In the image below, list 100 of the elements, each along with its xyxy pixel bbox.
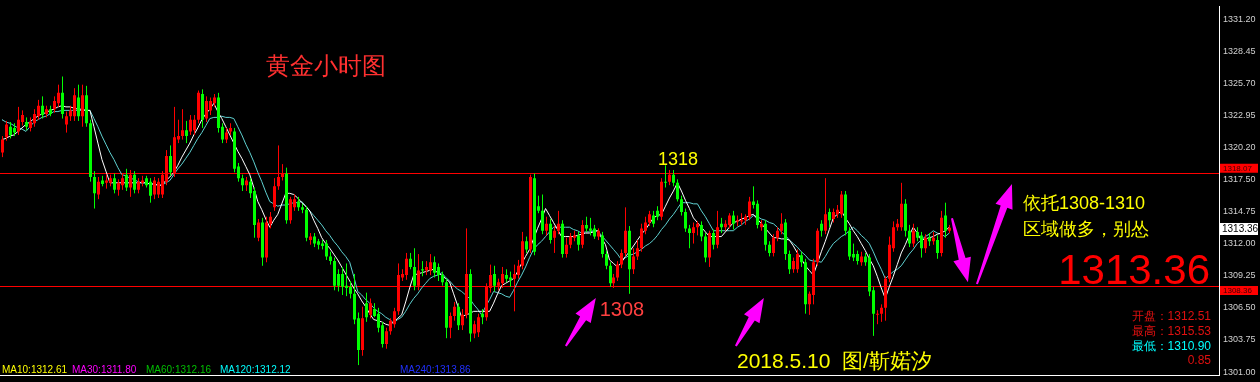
candlestick <box>772 233 775 257</box>
y-tick-label: 1301.00 <box>1223 366 1256 377</box>
annotation: MA10:1312.61 <box>2 364 68 375</box>
candlestick <box>181 108 184 141</box>
candlestick <box>369 297 372 319</box>
candlestick <box>517 259 520 280</box>
candlestick <box>205 95 208 123</box>
candlestick <box>748 196 751 221</box>
y-tick-label: 1328.45 <box>1223 45 1256 56</box>
candlestick <box>57 84 60 108</box>
candlestick <box>716 210 719 249</box>
candlestick <box>405 252 408 281</box>
candlestick <box>712 229 715 250</box>
text: 1313.36 <box>1058 246 1210 293</box>
candlestick <box>189 114 192 136</box>
candlestick <box>601 231 604 259</box>
text: 区域做多，别怂 <box>1023 219 1149 239</box>
candlestick <box>81 84 84 128</box>
y-tick-label: 1303.75 <box>1223 334 1256 345</box>
candlestick <box>756 199 759 229</box>
annotation: 2018.5.10 图/靳婼汐 <box>737 349 932 372</box>
candlestick <box>457 302 460 331</box>
candlestick <box>17 106 20 136</box>
candlestick <box>616 260 619 282</box>
y-tick-label: 1325.70 <box>1223 78 1256 88</box>
candlestick <box>257 218 260 242</box>
candlestick <box>325 239 328 261</box>
candlestick <box>365 292 368 323</box>
candlestick <box>73 87 76 122</box>
candlestick <box>577 231 580 252</box>
candlestick <box>153 176 156 200</box>
annotation: MA120:1312.12 <box>220 364 292 375</box>
candlestick <box>185 120 188 144</box>
candlestick <box>924 233 927 254</box>
text: 最低：1310.90 <box>1131 339 1212 353</box>
ref-line-label: 1318.07 <box>1223 163 1253 173</box>
text: 0.85 <box>1187 353 1212 367</box>
candlestick <box>944 202 947 239</box>
candlestick <box>413 247 416 291</box>
y-tick-label: 1309.25 <box>1223 270 1256 281</box>
candlestick <box>828 208 831 228</box>
candlestick <box>788 250 791 275</box>
candlestick <box>912 223 915 248</box>
candlestick <box>453 301 456 322</box>
candlestick <box>385 327 388 350</box>
candlestick <box>393 307 396 329</box>
candlestick <box>193 114 196 136</box>
text: 最高：1315.53 <box>1131 324 1212 338</box>
candlestick <box>133 170 136 194</box>
candlestick <box>433 255 436 278</box>
candlestick <box>541 194 544 235</box>
y-tick-label: 1320.20 <box>1223 142 1256 153</box>
candlestick <box>461 308 464 331</box>
candlestick <box>273 177 276 212</box>
candlestick <box>605 250 608 270</box>
ref-line-label: 1308.36 <box>1223 286 1253 296</box>
candlestick <box>125 168 128 192</box>
y-tick-label: 1312.00 <box>1223 238 1256 249</box>
candlestick <box>900 182 903 232</box>
candlestick <box>920 231 923 259</box>
candlestick <box>545 216 548 236</box>
candlestick <box>93 170 96 210</box>
annotation: 1308 <box>599 297 645 320</box>
candlestick <box>620 248 623 269</box>
candlestick <box>796 248 799 274</box>
candlestick <box>5 120 8 142</box>
text: 1313.36 <box>1222 223 1259 235</box>
candlestick <box>824 177 827 235</box>
y-tick-label: 1306.50 <box>1223 302 1256 313</box>
candlestick <box>477 313 480 338</box>
candlestick <box>65 111 68 134</box>
candlestick <box>688 224 691 249</box>
candlestick <box>704 232 707 263</box>
candlestick <box>341 266 344 296</box>
y-tick-label: 1331.20 <box>1223 13 1256 24</box>
candlestick <box>565 237 568 259</box>
candlestick <box>41 95 44 120</box>
candlestick <box>700 220 703 242</box>
y-tick-label: 1322.95 <box>1223 110 1256 121</box>
annotation: 1318 <box>657 149 699 170</box>
annotation: MA60:1312.16 <box>146 364 212 375</box>
candlestick <box>1 135 4 158</box>
candlestick <box>732 210 735 231</box>
annotation: MA240:1313.86 <box>400 364 472 375</box>
candlestick <box>936 234 939 260</box>
candlestick <box>692 222 695 245</box>
text: 依托1308-1310 <box>1023 193 1146 213</box>
candlestick <box>149 177 152 204</box>
candlestick <box>676 178 679 203</box>
candlestick <box>553 225 556 254</box>
candlestick <box>624 206 627 257</box>
candlestick <box>640 223 643 253</box>
candlestick <box>289 196 292 225</box>
candlestick <box>581 219 584 249</box>
candlestick <box>680 195 683 217</box>
text: 黄金小时图 <box>266 53 386 79</box>
candlestick <box>429 253 432 276</box>
candlestick <box>764 219 767 252</box>
y-tick-label: 1314.75 <box>1223 205 1256 216</box>
y-tick-label: 1317.50 <box>1223 173 1256 184</box>
